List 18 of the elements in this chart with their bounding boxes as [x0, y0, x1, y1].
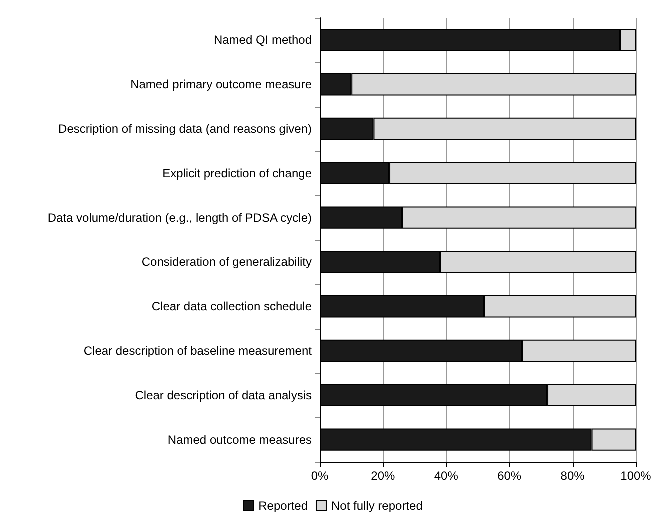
y-tick-label: Clear data collection schedule	[152, 300, 312, 314]
y-tick-label: Named primary outcome measure	[130, 78, 312, 92]
x-tick-label: 60%	[498, 469, 522, 483]
x-tick-label: 100%	[620, 469, 652, 483]
x-tick-label: 40%	[434, 469, 459, 483]
y-tick-label: Clear description of baseline measurement	[84, 344, 313, 358]
x-tick-label: 20%	[371, 469, 396, 483]
y-tick-label: Consideration of generalizability	[142, 255, 312, 270]
y-tick-label: Clear description of data analysis	[135, 388, 312, 402]
y-tick-label: Description of missing data (and reasons given)	[58, 122, 312, 136]
y-tick-label: Named QI method	[214, 33, 312, 48]
x-tick-label: 80%	[560, 469, 586, 483]
y-tick-label: Data volume/duration (e.g., length of PDSA cycle)	[48, 210, 312, 225]
legend-label: Not fully reported	[331, 499, 423, 513]
y-tick-label: Explicit prediction of change	[162, 166, 312, 180]
legend-label: Reported	[258, 499, 308, 513]
y-tick-label: Named outcome measures	[168, 432, 312, 447]
x-tick-label: 0%	[311, 469, 329, 483]
